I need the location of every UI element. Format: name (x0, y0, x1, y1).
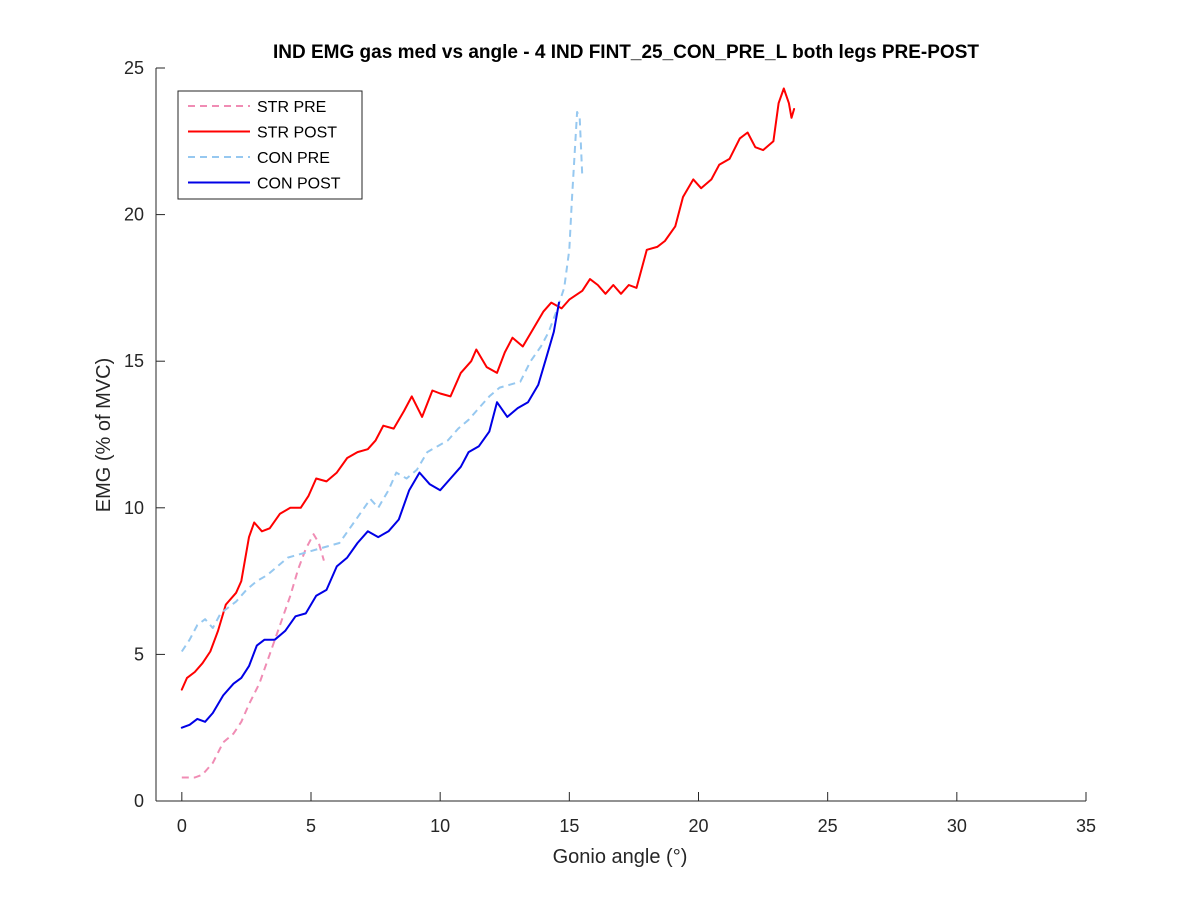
y-tick-label: 5 (134, 644, 144, 664)
series-line-con-post (180, 301, 560, 729)
chart-title: IND EMG gas med vs angle - 4 IND FINT_25… (273, 42, 979, 63)
legend-entry: CON PRE (257, 150, 330, 167)
x-tick-label: 10 (430, 816, 450, 836)
x-tick-label: 30 (947, 816, 967, 836)
y-tick-label: 0 (134, 791, 144, 811)
y-tick-label: 25 (124, 58, 144, 78)
legend-entry: STR PRE (257, 99, 326, 116)
series-line-con-pre (180, 111, 584, 653)
legend-box (177, 90, 363, 200)
x-axis-label: Gonio angle (°) (553, 846, 688, 868)
x-tick-label: 5 (306, 816, 316, 836)
y-tick-label: 10 (124, 498, 144, 518)
x-tick-label: 20 (688, 816, 708, 836)
x-tick-label: 35 (1076, 816, 1096, 836)
legend-entry: CON POST (257, 176, 341, 193)
y-tick-label: 20 (124, 205, 144, 225)
axes-layer: 0 5 10 15 20 25 30 35 0 5 10 15 20 25 (124, 58, 1096, 836)
x-tick-label: 25 (818, 816, 838, 836)
legend: STR PRE STR POST CON PRE CON POST (177, 90, 363, 200)
x-tick-label: 0 (177, 816, 187, 836)
series-layer (180, 87, 796, 779)
series-line-str-pre (181, 533, 325, 779)
y-axis-label: EMG (% of MVC) (93, 358, 115, 512)
legend-entry: STR POST (257, 125, 337, 142)
series-line-str-post (180, 87, 796, 691)
y-tick-label: 15 (124, 351, 144, 371)
x-tick-label: 15 (559, 816, 579, 836)
